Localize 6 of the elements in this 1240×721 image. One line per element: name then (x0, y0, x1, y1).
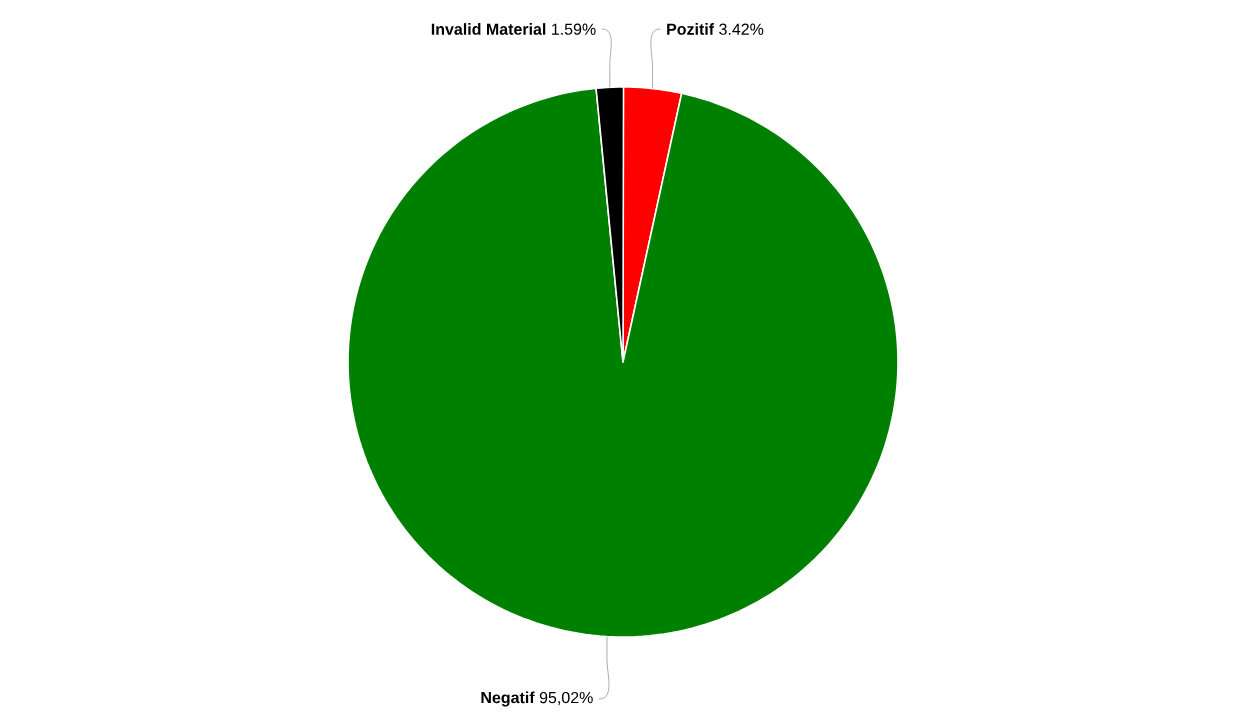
slice-label: Pozitif (667, 23, 715, 35)
data-label: 95,02% (539, 691, 593, 706)
data-label: 3.42% (719, 23, 764, 35)
slice-label: Negatif (481, 691, 535, 707)
data-label: 1.59% (552, 23, 596, 35)
slice-label: Invalid Material (431, 23, 546, 35)
